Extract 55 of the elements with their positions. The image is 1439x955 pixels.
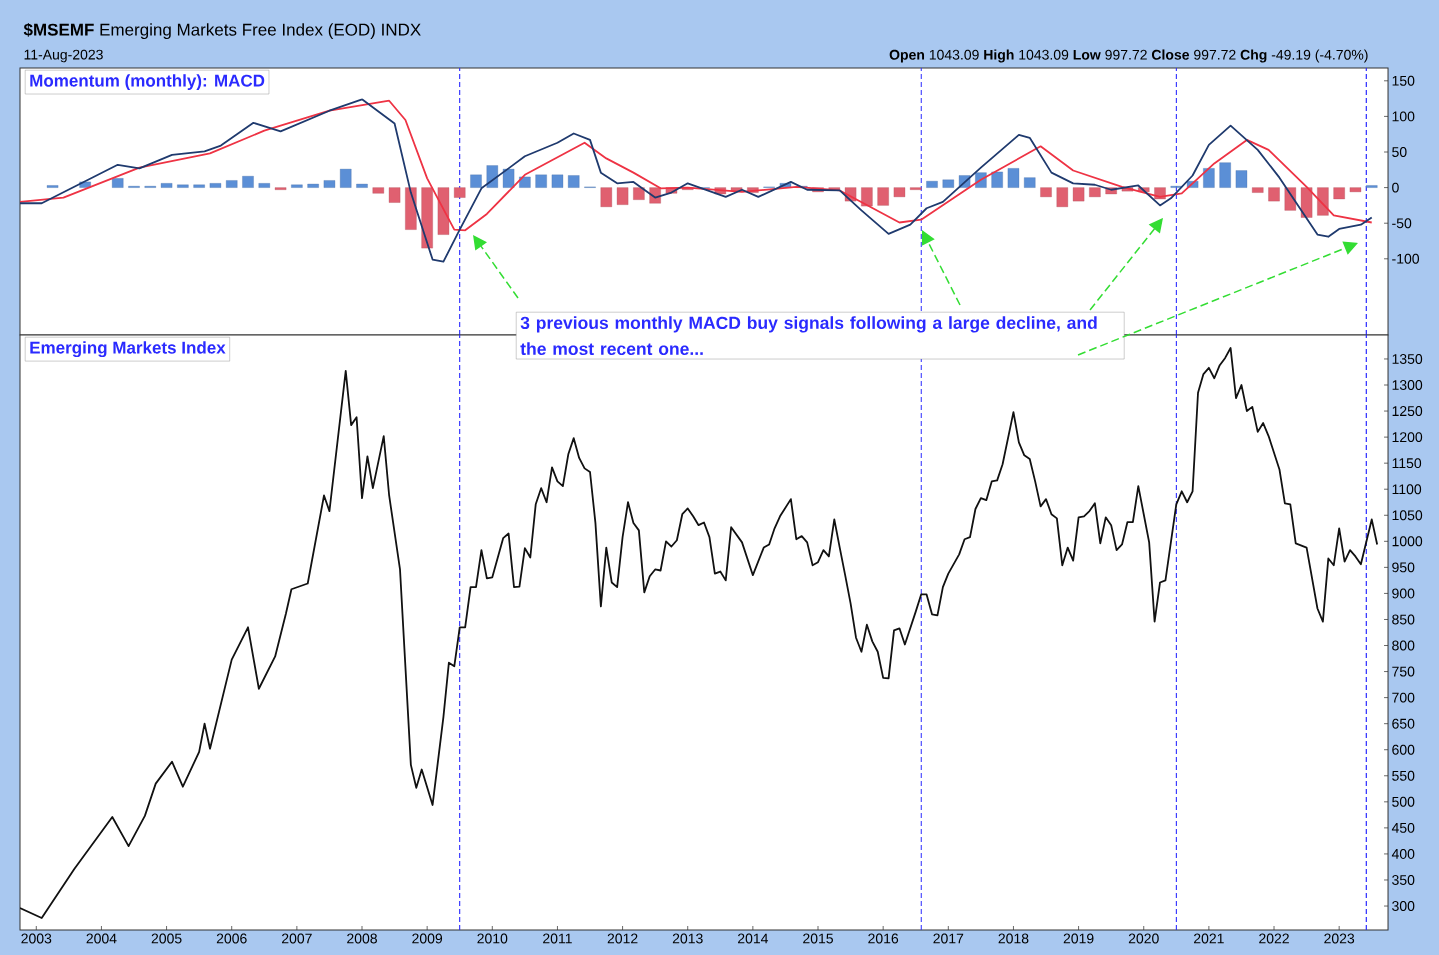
- y-tick-label: 1000: [1392, 536, 1423, 547]
- x-tick-label: 2017: [933, 933, 964, 944]
- x-tick-label: 2023: [1324, 933, 1355, 944]
- y-tick-label: 600: [1392, 744, 1415, 755]
- x-tick-label: 2006: [216, 933, 247, 944]
- x-tick-label: 2005: [151, 933, 182, 944]
- text: Open 1043.09 High 1043.09 Low 997.72 Close 997.72 Chg -49.19 (-4.70%): [889, 49, 1368, 63]
- x-tick-label: 2009: [412, 933, 443, 944]
- y-tick-label: 900: [1392, 588, 1415, 599]
- y-tick-label: 1300: [1392, 380, 1423, 390]
- y-tick-label: 1350: [1392, 353, 1423, 364]
- x-tick-label: 2011: [543, 933, 572, 944]
- y-tick-label: 1250: [1392, 406, 1423, 417]
- text: 11-Aug-2023: [24, 49, 103, 63]
- y-tick-label: 800: [1392, 640, 1415, 651]
- y-tick-label: 0: [1392, 182, 1399, 193]
- y-tick-label: 650: [1392, 718, 1415, 729]
- y-tick-label: 50: [1392, 147, 1407, 157]
- y-tick-label: 450: [1391, 822, 1415, 833]
- x-tick-label: 2021: [1194, 933, 1224, 944]
- x-tick-label: 2020: [1128, 933, 1159, 944]
- x-tick-label: 2007: [282, 933, 312, 944]
- x-tick-label: 2015: [803, 933, 833, 944]
- y-tick-label: -50: [1392, 218, 1412, 229]
- x-tick-label: 2018: [998, 933, 1029, 944]
- chart-title: Emerging Markets Index: [30, 341, 226, 358]
- x-tick-label: 2014: [738, 933, 769, 944]
- x-tick-label: 2013: [672, 933, 703, 944]
- y-tick-label: 1200: [1392, 432, 1423, 443]
- chart-title: Momentum (monthly): MACD: [30, 74, 265, 91]
- y-tick-label: 550: [1392, 770, 1415, 781]
- y-tick-label: 950: [1392, 562, 1415, 573]
- x-tick-label: 2012: [607, 933, 638, 944]
- annotation: 3 previous monthly MACD buy signals following a large decline, and the most recent one...: [520, 316, 1097, 356]
- y-tick-label: 750: [1392, 666, 1415, 677]
- x-tick-label: 2008: [347, 933, 377, 944]
- y-tick-label: 1050: [1392, 510, 1423, 521]
- x-tick-label: 2003: [21, 933, 52, 944]
- y-tick-label: 350: [1392, 875, 1415, 885]
- y-tick-label: 400: [1391, 848, 1415, 859]
- text: $MSEMF Emerging Markets Free Index (EOD) INDX: [23, 22, 421, 40]
- y-tick-label: 1100: [1392, 484, 1422, 495]
- y-tick-label: 500: [1392, 796, 1415, 807]
- y-tick-label: 1150: [1392, 458, 1422, 469]
- x-tick-label: 2016: [868, 933, 899, 944]
- x-tick-label: 2010: [477, 933, 508, 944]
- x-tick-label: 2019: [1063, 933, 1094, 944]
- y-tick-label: 300: [1392, 901, 1415, 911]
- y-tick-label: 100: [1392, 111, 1415, 122]
- y-tick-label: 850: [1392, 614, 1415, 625]
- y-tick-label: -100: [1392, 253, 1420, 264]
- y-tick-label: 150: [1392, 75, 1415, 86]
- y-tick-label: 700: [1392, 692, 1415, 703]
- x-tick-label: 2022: [1259, 933, 1289, 944]
- x-tick-label: 2004: [86, 933, 117, 944]
